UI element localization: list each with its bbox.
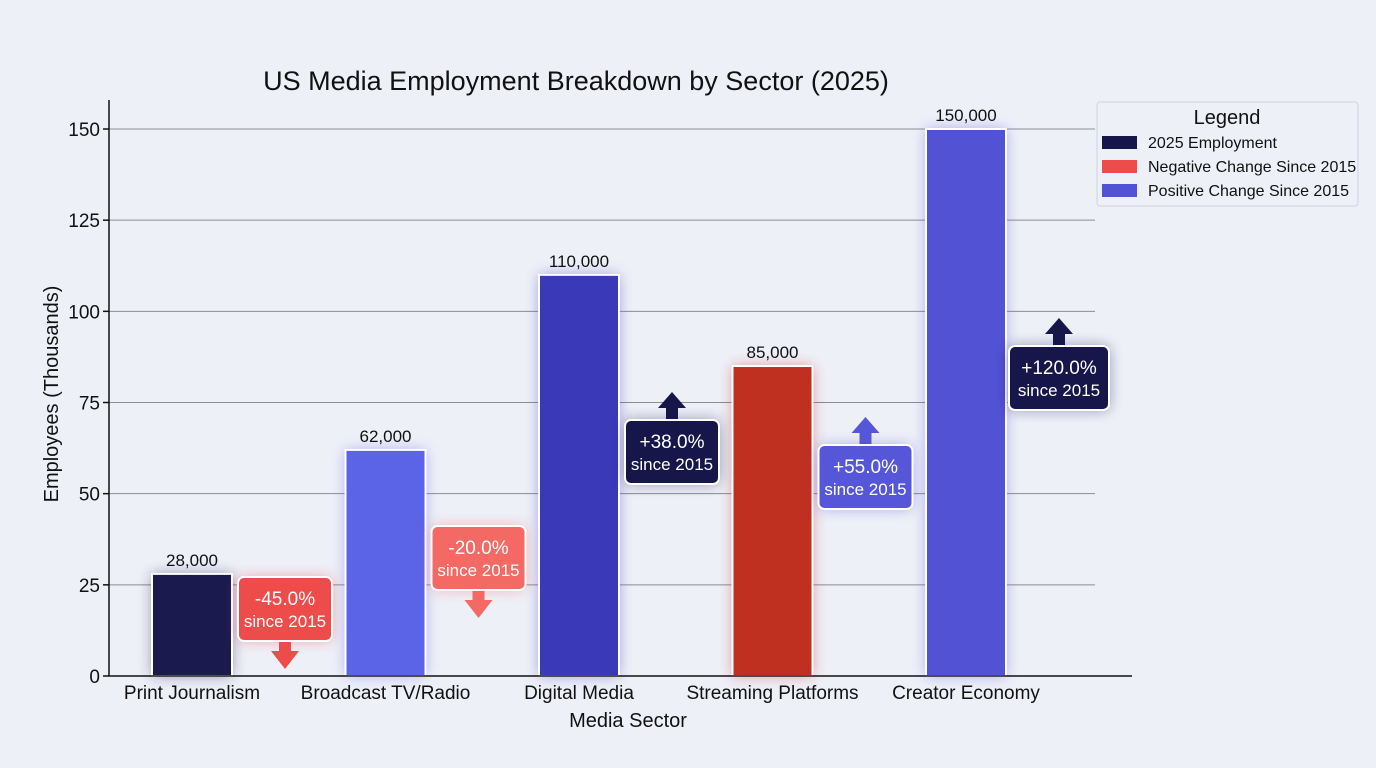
y-tick-labels: 0 25 50 75 100 125 150 [68, 120, 109, 688]
y-tick-label: 100 [68, 302, 100, 323]
x-tick-label: Creator Economy [892, 683, 1040, 704]
annotation-since: since 2015 [244, 612, 326, 631]
annotation-since: since 2015 [824, 480, 906, 499]
annotation-change: +120.0% [1021, 358, 1097, 379]
change-annotation: +55.0% since 2015 [817, 417, 914, 510]
bar [151, 572, 233, 677]
legend-box [1096, 101, 1359, 207]
y-tick-label: 150 [68, 120, 100, 141]
x-axis-title: Media Sector [569, 710, 687, 732]
value-labels: 28,000 62,000 110,000 85,000 150,000 [166, 106, 997, 570]
annotation-box [237, 576, 333, 642]
bar [731, 365, 814, 677]
value-label: 85,000 [747, 343, 799, 362]
change-annotation: -45.0% since 2015 [237, 576, 333, 669]
annotation-change: -20.0% [448, 538, 508, 559]
annotation-box [624, 419, 720, 485]
bar [925, 128, 1007, 677]
legend-title: Legend [1194, 107, 1261, 129]
value-label: 110,000 [549, 252, 609, 271]
axes [108, 100, 1132, 677]
legend-swatch [1102, 184, 1137, 197]
legend-entry-label: Positive Change Since 2015 [1148, 183, 1349, 200]
annotation-change: +55.0% [833, 457, 898, 478]
change-annotation: +120.0% since 2015 [1008, 318, 1110, 411]
x-tick-label: Broadcast TV/Radio [301, 683, 471, 704]
legend-entry-label: Negative Change Since 2015 [1148, 159, 1356, 176]
y-tick-label: 75 [79, 394, 100, 415]
arrow-down-icon [464, 590, 493, 618]
change-annotation: +38.0% since 2015 [624, 392, 720, 485]
x-tick-label: Streaming Platforms [686, 683, 858, 704]
arrow-down-icon [271, 641, 299, 669]
y-axis-title: Employees (Thousands) [41, 286, 63, 503]
annotation-box [817, 444, 914, 510]
annotation-since: since 2015 [1018, 381, 1100, 400]
annotation-box [1008, 345, 1110, 411]
legend-entry-label: 2025 Employment [1148, 135, 1278, 152]
chart-title: US Media Employment Breakdown by Sector … [263, 66, 889, 96]
legend-swatch [1102, 136, 1137, 149]
x-tick-label: Print Journalism [124, 683, 260, 704]
y-tick-label: 50 [79, 485, 100, 506]
annotation-since: since 2015 [631, 455, 713, 474]
value-label: 28,000 [166, 551, 218, 570]
annotation-since: since 2015 [437, 561, 519, 580]
annotation-box [430, 525, 527, 591]
bar [344, 448, 427, 678]
value-label: 62,000 [360, 427, 412, 446]
y-tick-label: 0 [89, 667, 100, 688]
legend: Legend 2025 Employment Negative Change Si… [1096, 101, 1359, 207]
arrow-up-icon [1045, 318, 1073, 346]
x-tick-labels: Print Journalism Broadcast TV/Radio Digita… [124, 683, 1041, 704]
arrow-up-icon [658, 392, 686, 420]
value-label: 150,000 [935, 106, 996, 125]
x-tick-label: Digital Media [524, 683, 634, 704]
legend-swatch [1102, 160, 1137, 173]
bar [538, 273, 620, 677]
bars [151, 128, 1007, 678]
y-tick-label: 25 [79, 576, 100, 597]
change-annotation: -20.0% since 2015 [430, 525, 527, 618]
y-tick-label: 125 [68, 211, 100, 232]
arrow-up-icon [851, 417, 880, 445]
annotation-change: +38.0% [640, 432, 705, 453]
change-annotations: -45.0% since 2015 -20.0% since 2015 +38.0% si… [237, 318, 1110, 669]
annotation-change: -45.0% [255, 589, 315, 610]
